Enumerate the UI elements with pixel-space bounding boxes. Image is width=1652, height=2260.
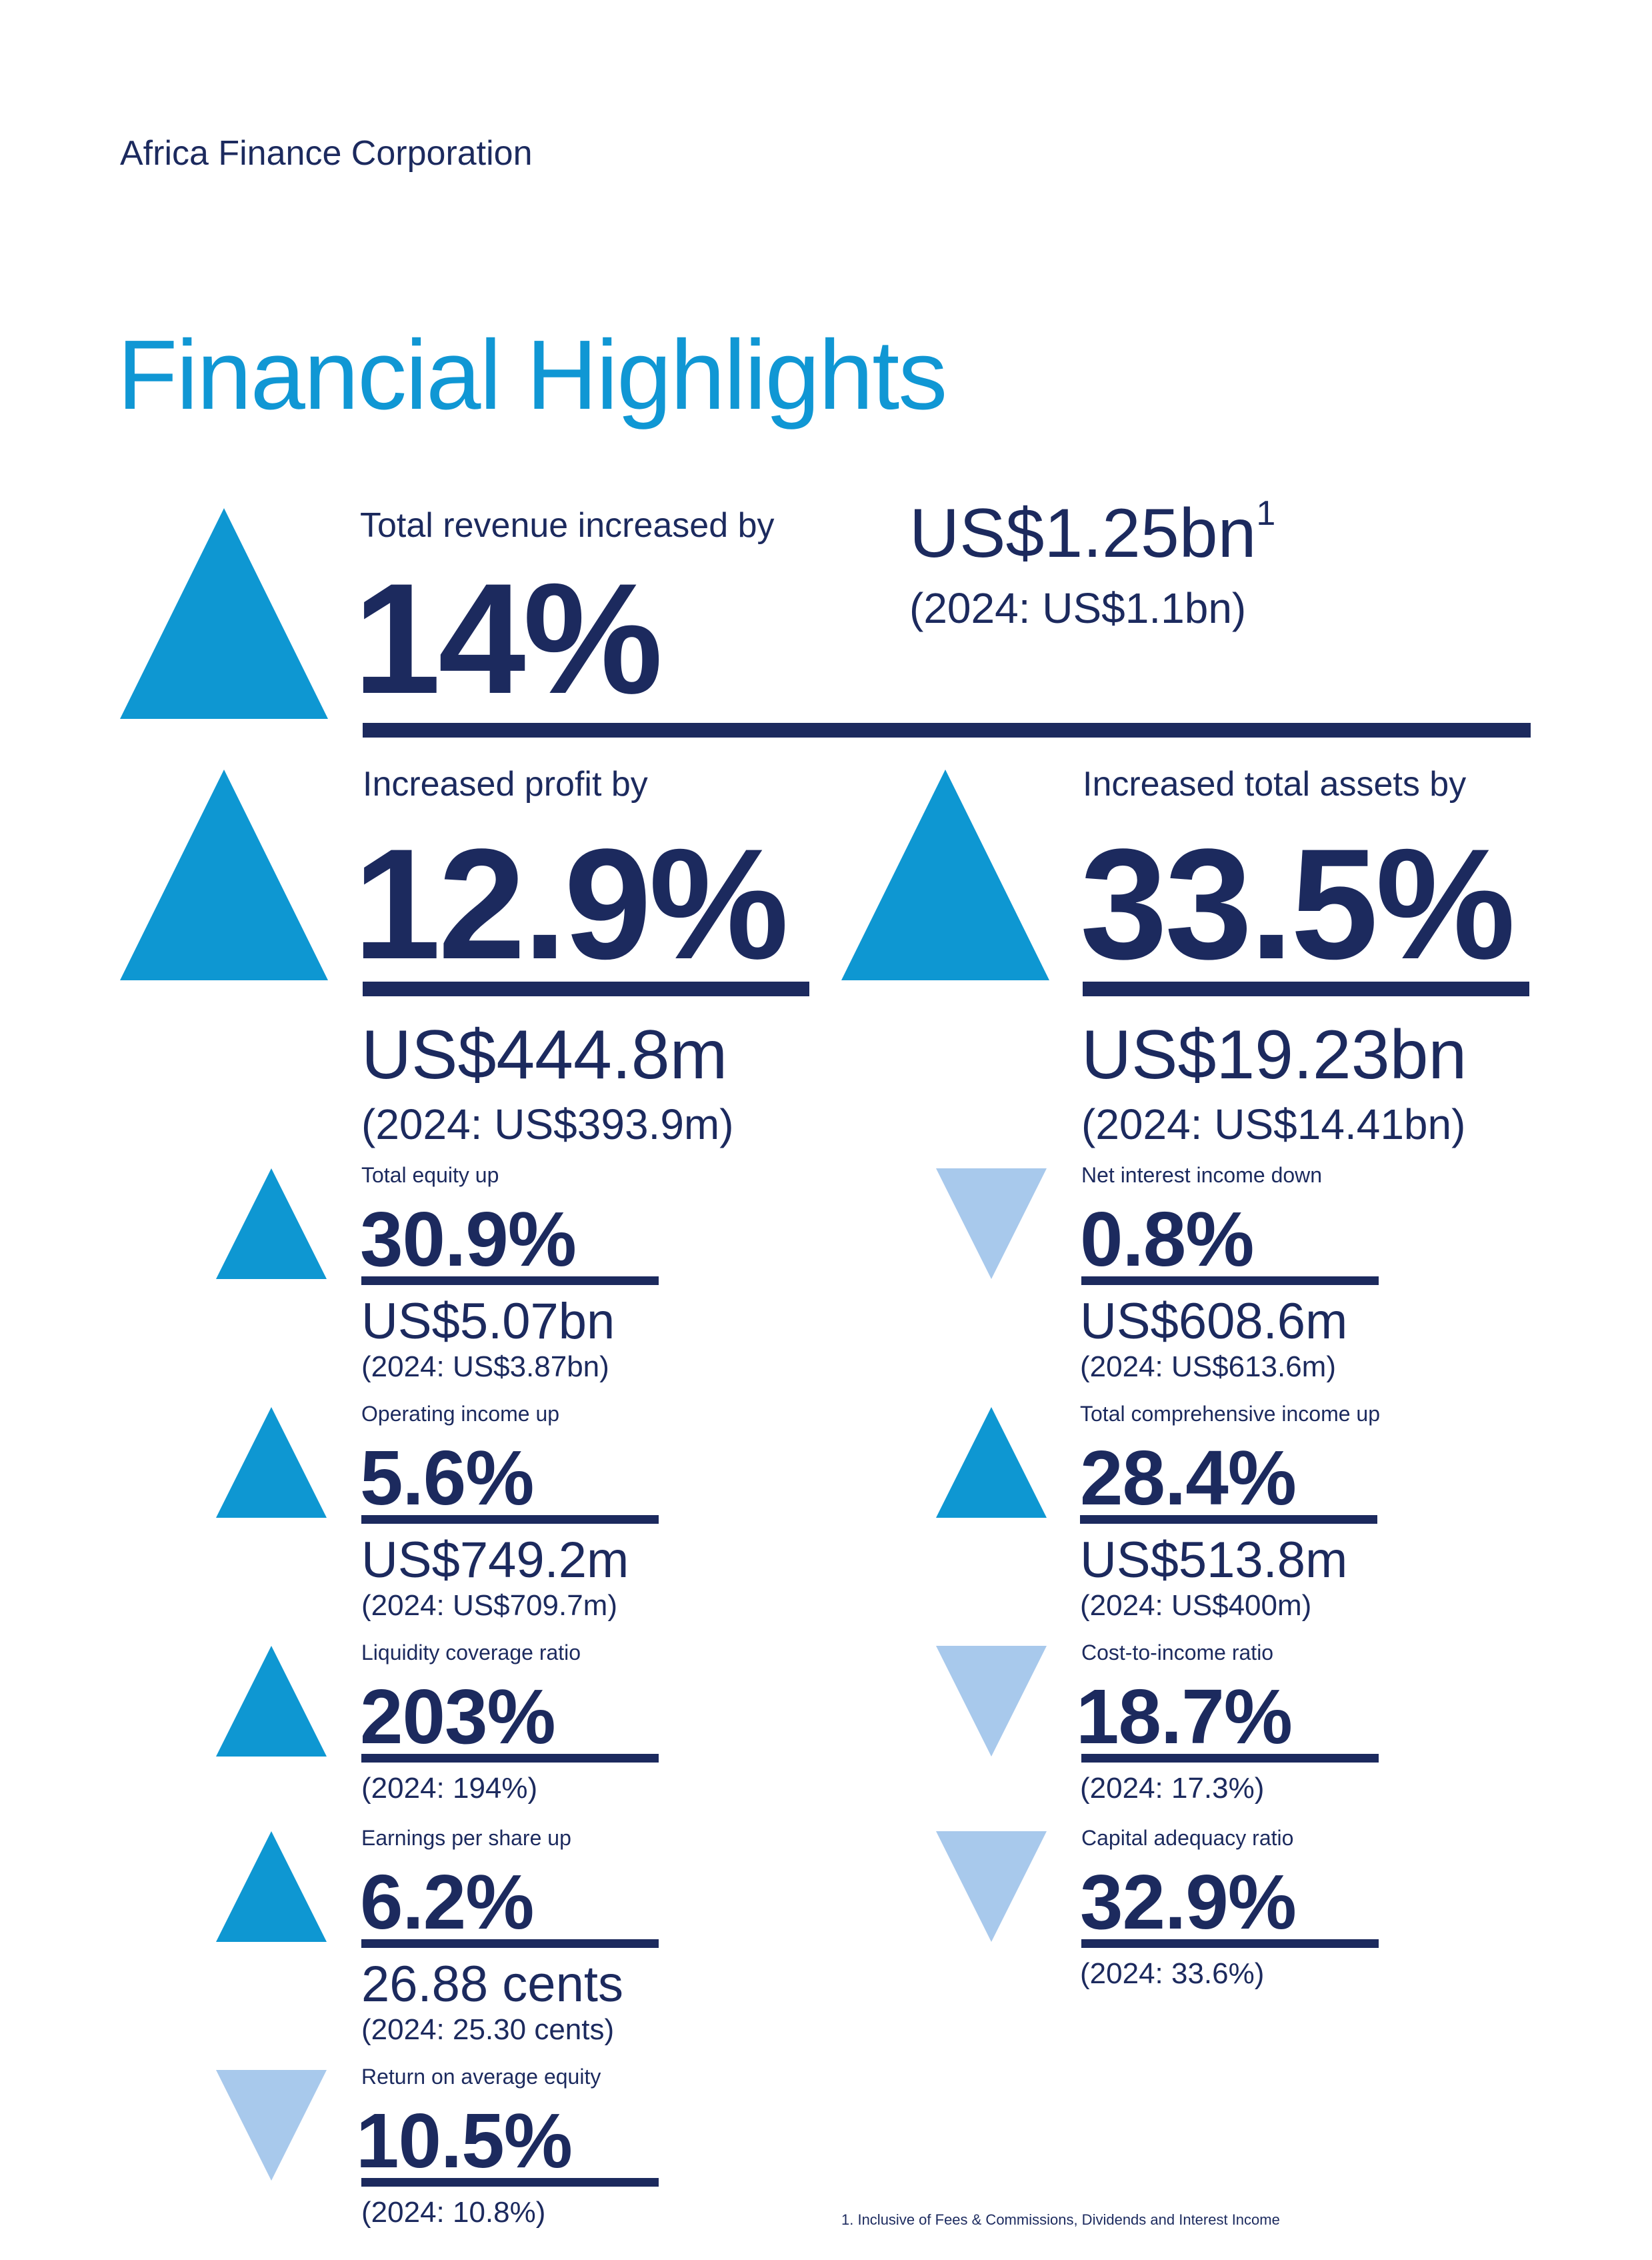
return-on-average-equity-change: 10.5% [356, 2097, 573, 2184]
total-comprehensive-income-change: 28.4% [1080, 1434, 1297, 1521]
return-on-average-equity-prior: (2024: 10.8%) [361, 2196, 546, 2229]
revenue-value: US$1.25bn1 [909, 494, 1276, 572]
profit-rule [363, 982, 809, 996]
total-equity-up-triangle-icon [216, 1168, 327, 1279]
liquidity-coverage-ratio-up-triangle-icon [216, 1646, 327, 1757]
capital-adequacy-ratio-down-triangle-icon [936, 1831, 1047, 1942]
return-on-average-equity-label: Return on average equity [361, 2065, 601, 2089]
profit-value: US$444.8m [361, 1016, 728, 1094]
capital-adequacy-ratio-label: Capital adequacy ratio [1081, 1826, 1294, 1850]
assets-change: 33.5% [1080, 816, 1515, 992]
cost-to-income-ratio-change: 18.7% [1076, 1673, 1293, 1760]
operating-income-value: US$749.2m [361, 1532, 629, 1588]
earnings-per-share-rule [361, 1939, 659, 1948]
return-on-average-equity-down-triangle-icon [216, 2070, 327, 2181]
operating-income-change: 5.6% [360, 1434, 534, 1521]
net-interest-income-down-triangle-icon [936, 1168, 1047, 1279]
profit-change: 12.9% [353, 816, 789, 992]
net-interest-income-prior: (2024: US$613.6m) [1080, 1350, 1336, 1383]
total-comprehensive-income-up-triangle-icon [936, 1407, 1047, 1518]
total-equity-change: 30.9% [360, 1196, 577, 1282]
earnings-per-share-change: 6.2% [360, 1859, 534, 1945]
cost-to-income-ratio-rule [1081, 1754, 1379, 1763]
operating-income-rule [361, 1515, 659, 1524]
liquidity-coverage-ratio-change: 203% [360, 1673, 556, 1760]
total-comprehensive-income-label: Total comprehensive income up [1080, 1402, 1381, 1426]
profit-prior: (2024: US$393.9m) [361, 1100, 734, 1148]
operating-income-up-triangle-icon [216, 1407, 327, 1518]
revenue-label: Total revenue increased by [360, 506, 775, 545]
total-comprehensive-income-value: US$513.8m [1080, 1532, 1348, 1588]
capital-adequacy-ratio-rule [1081, 1939, 1379, 1948]
cost-to-income-ratio-prior: (2024: 17.3%) [1080, 1772, 1265, 1805]
capital-adequacy-ratio-prior: (2024: 33.6%) [1080, 1957, 1265, 1990]
footnote: 1. Inclusive of Fees & Commissions, Divi… [841, 2211, 1280, 2228]
net-interest-income-change: 0.8% [1080, 1196, 1254, 1282]
revenue-prior: (2024: US$1.1bn) [909, 584, 1247, 632]
total-comprehensive-income-rule [1080, 1515, 1377, 1524]
organization-name: Africa Finance Corporation [120, 134, 533, 173]
net-interest-income-rule [1081, 1276, 1379, 1285]
liquidity-coverage-ratio-label: Liquidity coverage ratio [361, 1640, 581, 1664]
earnings-per-share-up-triangle-icon [216, 1831, 327, 1942]
earnings-per-share-value: 26.88 cents [361, 1956, 623, 2013]
profit-up-triangle-icon [120, 770, 328, 980]
return-on-average-equity-rule [361, 2178, 659, 2187]
revenue-up-triangle-icon [120, 508, 328, 719]
assets-up-triangle-icon [841, 770, 1049, 980]
footnote-marker: 1 [1256, 494, 1276, 533]
cost-to-income-ratio-down-triangle-icon [936, 1646, 1047, 1757]
assets-value: US$19.23bn [1081, 1016, 1467, 1094]
assets-rule [1083, 982, 1529, 996]
revenue-change: 14% [353, 551, 663, 727]
capital-adequacy-ratio-change: 32.9% [1080, 1859, 1297, 1945]
liquidity-coverage-ratio-rule [361, 1754, 659, 1763]
total-comprehensive-income-prior: (2024: US$400m) [1080, 1589, 1312, 1622]
total-equity-label: Total equity up [361, 1163, 499, 1187]
assets-label: Increased total assets by [1083, 765, 1467, 804]
assets-prior: (2024: US$14.41bn) [1081, 1100, 1466, 1148]
profit-label: Increased profit by [363, 765, 648, 804]
cost-to-income-ratio-label: Cost-to-income ratio [1081, 1640, 1274, 1664]
operating-income-label: Operating income up [361, 1402, 560, 1426]
earnings-per-share-label: Earnings per share up [361, 1826, 571, 1850]
total-equity-rule [361, 1276, 659, 1285]
page-title: Financial Highlights [117, 320, 947, 430]
net-interest-income-value: US$608.6m [1080, 1293, 1348, 1350]
operating-income-prior: (2024: US$709.7m) [361, 1589, 617, 1622]
earnings-per-share-prior: (2024: 25.30 cents) [361, 2013, 615, 2046]
net-interest-income-label: Net interest income down [1081, 1163, 1323, 1187]
liquidity-coverage-ratio-prior: (2024: 194%) [361, 1772, 538, 1805]
revenue-rule [363, 723, 1531, 738]
total-equity-value: US$5.07bn [361, 1293, 615, 1350]
total-equity-prior: (2024: US$3.87bn) [361, 1350, 609, 1383]
